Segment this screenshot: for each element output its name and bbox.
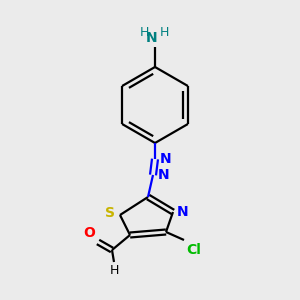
Text: Cl: Cl [186, 243, 201, 257]
Text: O: O [83, 226, 95, 240]
Text: H: H [159, 26, 169, 39]
Text: N: N [177, 205, 189, 219]
Text: H: H [109, 264, 119, 277]
Text: S: S [105, 206, 115, 220]
Text: N: N [158, 168, 169, 182]
Text: H: H [139, 26, 149, 39]
Text: N: N [160, 152, 172, 166]
Text: N: N [146, 31, 158, 45]
